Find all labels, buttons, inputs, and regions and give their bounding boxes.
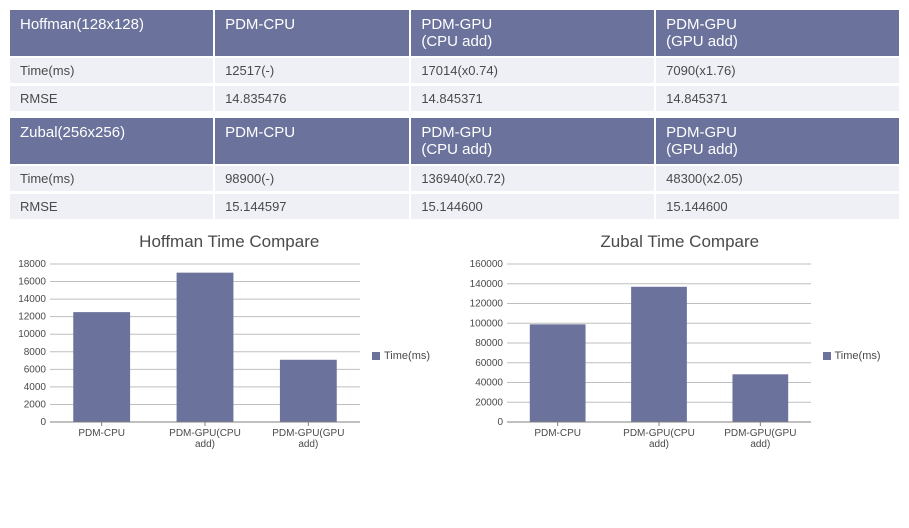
bar [280, 360, 337, 422]
bar [631, 287, 687, 422]
y-tick-label: 0 [40, 417, 46, 428]
data-table-1: Zubal(256x256)PDM-CPUPDM-GPU(CPU add)PDM… [8, 116, 901, 222]
x-tick-label: add) [648, 439, 668, 450]
y-tick-label: 14000 [18, 294, 46, 305]
y-tick-label: 16000 [18, 277, 46, 288]
charts-container: Hoffman Time Compare 0 2000 4000 6000 8000 100… [8, 230, 901, 456]
table-header: Hoffman(128x128) [10, 10, 213, 56]
table-cell: 12517(-) [215, 58, 409, 84]
table-row: Time(ms)12517(-)17014(x0.74)7090(x1.76) [10, 58, 899, 84]
y-tick-label: 18000 [18, 259, 46, 270]
bar [73, 312, 130, 422]
table-cell: 48300(x2.05) [656, 166, 899, 192]
y-tick-label: 20000 [475, 397, 503, 408]
y-tick-label: 140000 [469, 279, 503, 290]
table-header: PDM-CPU [215, 118, 409, 164]
y-tick-label: 120000 [469, 299, 503, 310]
x-tick-label: PDM-CPU [78, 428, 125, 439]
table-header: Zubal(256x256) [10, 118, 213, 164]
x-tick-label: add) [298, 439, 318, 450]
table-cell: 7090(x1.76) [656, 58, 899, 84]
y-tick-label: 12000 [18, 312, 46, 323]
chart-1: Zubal Time Compare 0 20000 40000 60000 80000 1… [459, 230, 902, 456]
y-tick-label: 2000 [24, 399, 47, 410]
table-cell: 136940(x0.72) [411, 166, 654, 192]
x-tick-label: add) [195, 439, 215, 450]
table-cell: 14.835476 [215, 86, 409, 112]
table-header: PDM-GPU(CPU add) [411, 118, 654, 164]
y-tick-label: 8000 [24, 347, 47, 358]
legend-label: Time(ms) [384, 350, 430, 362]
bar [529, 324, 585, 422]
tables-container: Hoffman(128x128)PDM-CPUPDM-GPU(CPU add)P… [8, 8, 901, 222]
legend-label: Time(ms) [835, 350, 881, 362]
chart-svg: 0 20000 40000 60000 80000 100000 120000 140000 1… [459, 256, 819, 456]
table-cell: 15.144597 [215, 194, 409, 220]
table-cell: RMSE [10, 194, 213, 220]
x-tick-label: PDM-GPU(CPU [169, 428, 241, 439]
x-tick-label: PDM-CPU [534, 428, 581, 439]
legend-swatch [372, 352, 380, 360]
table-cell: 14.845371 [411, 86, 654, 112]
chart-legend: Time(ms) [372, 350, 430, 362]
y-tick-label: 160000 [469, 259, 503, 270]
table-cell: 98900(-) [215, 166, 409, 192]
table-cell: Time(ms) [10, 58, 213, 84]
table-row: Time(ms)98900(-)136940(x0.72)48300(x2.05… [10, 166, 899, 192]
table-header: PDM-CPU [215, 10, 409, 56]
y-tick-label: 80000 [475, 338, 503, 349]
table-row: RMSE15.14459715.14460015.144600 [10, 194, 899, 220]
chart-0: Hoffman Time Compare 0 2000 4000 6000 8000 100… [8, 230, 451, 456]
chart-svg: 0 2000 4000 6000 8000 10000 12000 14000 16000 180… [8, 256, 368, 456]
table-cell: 15.144600 [411, 194, 654, 220]
y-tick-label: 4000 [24, 382, 47, 393]
y-tick-label: 0 [497, 417, 503, 428]
bar [177, 273, 234, 422]
table-cell: 14.845371 [656, 86, 899, 112]
chart-legend: Time(ms) [823, 350, 881, 362]
x-tick-label: PDM-GPU(GPU [272, 428, 344, 439]
data-table-0: Hoffman(128x128)PDM-CPUPDM-GPU(CPU add)P… [8, 8, 901, 114]
table-cell: 17014(x0.74) [411, 58, 654, 84]
x-tick-label: PDM-GPU(CPU [623, 428, 695, 439]
table-header: PDM-GPU(CPU add) [411, 10, 654, 56]
legend-swatch [823, 352, 831, 360]
table-cell: RMSE [10, 86, 213, 112]
y-tick-label: 40000 [475, 378, 503, 389]
chart-title: Zubal Time Compare [459, 232, 902, 252]
chart-title: Hoffman Time Compare [8, 232, 451, 252]
table-header: PDM-GPU(GPU add) [656, 118, 899, 164]
table-row: RMSE14.83547614.84537114.845371 [10, 86, 899, 112]
y-tick-label: 6000 [24, 364, 47, 375]
bar [732, 374, 788, 422]
x-tick-label: PDM-GPU(GPU [724, 428, 796, 439]
y-tick-label: 10000 [18, 329, 46, 340]
table-header: PDM-GPU(GPU add) [656, 10, 899, 56]
table-cell: Time(ms) [10, 166, 213, 192]
y-tick-label: 100000 [469, 318, 503, 329]
y-tick-label: 60000 [475, 358, 503, 369]
x-tick-label: add) [750, 439, 770, 450]
table-cell: 15.144600 [656, 194, 899, 220]
